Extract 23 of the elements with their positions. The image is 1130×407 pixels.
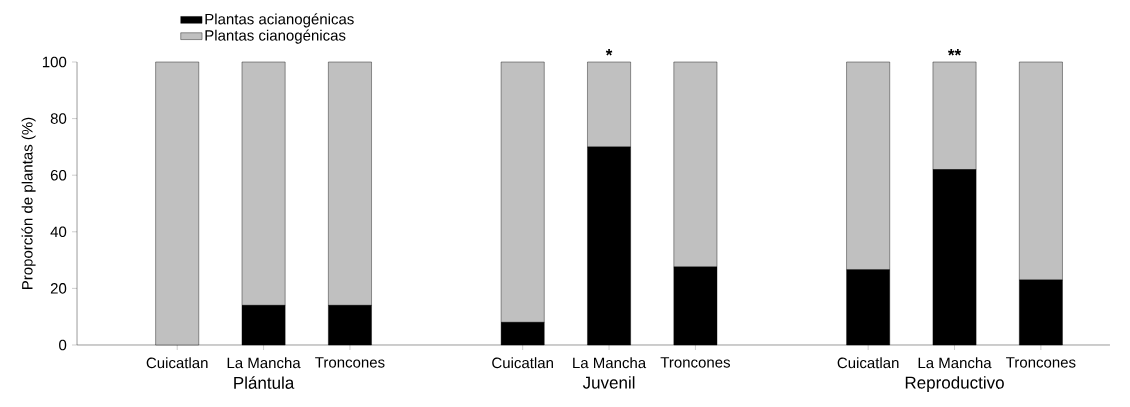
x-tick-label: Cuicatlan <box>492 357 553 369</box>
text: Plántula <box>234 376 295 389</box>
legend-label: Plantas cianogénicas <box>205 29 346 44</box>
x-tick-label: La Mancha <box>227 357 301 369</box>
x-tick-label: Cuicatlan <box>837 357 899 369</box>
data-label: * <box>605 49 613 56</box>
y-tick-label: 40 <box>50 226 67 238</box>
x-tick-label: Troncones <box>660 357 731 368</box>
text: Reproductivo <box>905 376 1004 393</box>
x-tick-label: La Mancha <box>573 357 647 369</box>
x-tick-label: Troncones <box>1006 357 1076 368</box>
y-tick-label: 20 <box>50 283 67 294</box>
data-label: ** <box>947 49 962 56</box>
y-tick-label: 100 <box>42 56 67 68</box>
y-tick-label: 0 <box>59 339 67 351</box>
x-tick-label: Cuicatlan <box>146 357 208 369</box>
legend-label: Plantas acianogénicas <box>205 13 354 28</box>
x-tick-label: Troncones <box>315 357 385 368</box>
x-tick-label: La Mancha <box>918 357 992 369</box>
y-axis-title: Proporción de plantas (%) <box>21 117 36 289</box>
y-tick-label: 80 <box>50 113 67 124</box>
text: Juvenil <box>582 376 635 389</box>
y-tick-label: 60 <box>50 169 67 181</box>
